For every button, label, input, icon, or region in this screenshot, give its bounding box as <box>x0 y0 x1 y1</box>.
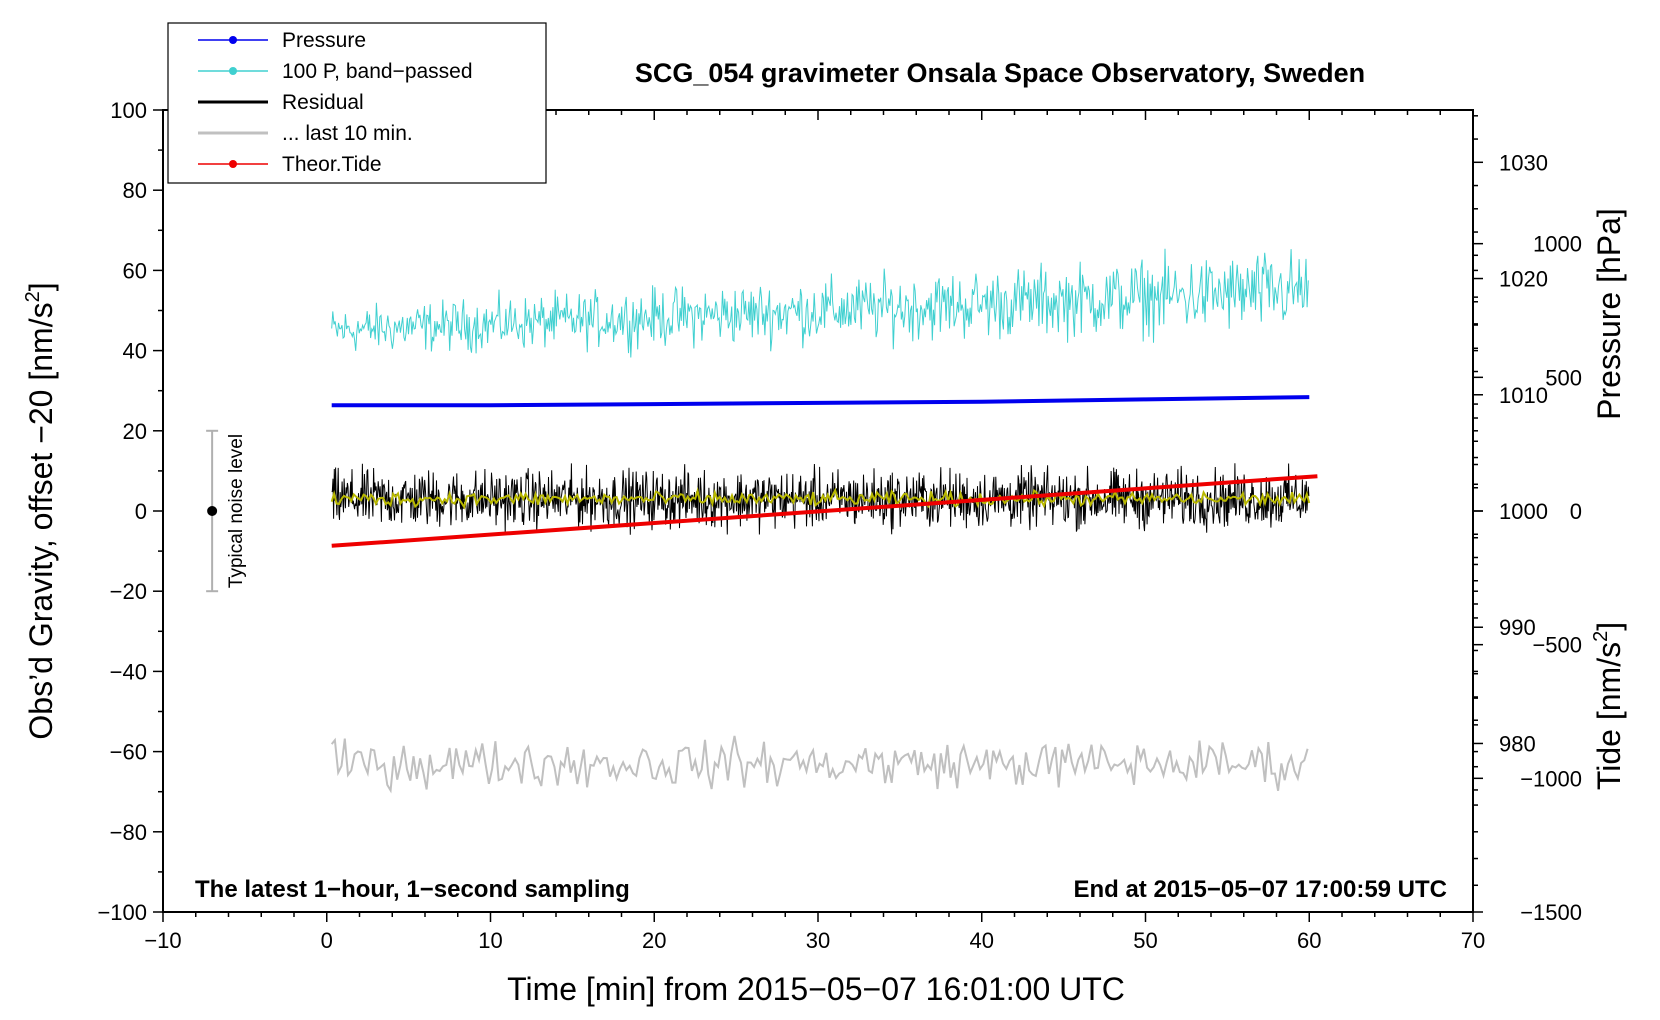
noise-level-bar <box>206 429 219 593</box>
tide-tick-label: −1000 <box>1520 766 1582 791</box>
x-axis: −10 0 10 20 30 40 50 60 70 <box>144 110 1485 953</box>
series-line-residual-smoothed <box>330 487 1311 510</box>
y-tick-label: −80 <box>110 820 147 845</box>
x-tick-label: 40 <box>970 928 994 953</box>
pressure-tick-label: 980 <box>1499 731 1536 756</box>
tide-tick-label: −1500 <box>1520 900 1582 925</box>
x-tick-label: −10 <box>144 928 181 953</box>
pressure-tick-label: 1020 <box>1499 267 1548 292</box>
x-tick-label: 20 <box>642 928 666 953</box>
legend-label: Residual <box>282 91 364 114</box>
y-tick-label: 80 <box>123 178 147 203</box>
noise-level-label: Typical noise level <box>226 434 247 588</box>
y-axis-label-tide-text: Tide [nm/s <box>1591 642 1627 790</box>
tide-tick-label: 1000 <box>1533 232 1582 257</box>
legend-item: 100 P, band−passed <box>198 60 473 83</box>
tide-axis: −1500 −1000 −500 0 500 1000 <box>1473 232 1582 925</box>
series-line-last-10-min <box>330 735 1309 794</box>
series-line-theoretical-tide <box>331 474 1318 548</box>
pressure-axis: 980 990 1000 1010 1020 1030 <box>1473 115 1548 791</box>
y-axis-label-tide-sup: 2 <box>1590 631 1612 642</box>
legend-marker <box>229 36 237 44</box>
pressure-tick-label: 1000 <box>1499 499 1548 524</box>
legend-label: 100 P, band−passed <box>282 60 473 83</box>
legend: Pressure 100 P, band−passed Residual ... la… <box>167 22 547 184</box>
y-tick-label: −20 <box>110 579 147 604</box>
tide-tick-label: −500 <box>1532 633 1582 658</box>
y-axis-label-left: Obs’d Gravity, offset −20 [nm/s2] <box>22 282 59 739</box>
y-axis-label-pressure: Pressure [hPa] <box>1591 208 1627 420</box>
y-axis-label-left-sup: 2 <box>22 291 44 302</box>
y-tick-label: 40 <box>123 339 147 364</box>
legend-label: Theor.Tide <box>282 153 382 176</box>
legend-marker <box>229 67 237 75</box>
x-tick-label: 0 <box>321 928 333 953</box>
legend-item: Theor.Tide <box>198 153 382 176</box>
y-tick-label: 60 <box>123 258 147 283</box>
x-tick-label: 70 <box>1461 928 1485 953</box>
legend-item: ... last 10 min. <box>198 122 413 145</box>
y-axis-label-tide-end: ] <box>1591 622 1627 631</box>
annotation-end-time: End at 2015−05−07 17:00:59 UTC <box>1073 876 1447 903</box>
x-tick-label: 60 <box>1297 928 1321 953</box>
y-tick-label: 20 <box>123 419 147 444</box>
x-tick-label: 10 <box>478 928 502 953</box>
tide-tick-label: 0 <box>1570 499 1582 524</box>
y-tick-label: 0 <box>135 499 147 524</box>
x-tick-label: 30 <box>806 928 830 953</box>
y-axis-label-left-text: Obs’d Gravity, offset −20 [nm/s <box>23 302 59 739</box>
legend-marker <box>229 160 237 168</box>
legend-label: ... last 10 min. <box>282 122 413 145</box>
y-tick-label: −100 <box>97 900 147 925</box>
pressure-tick-label: 1030 <box>1499 150 1548 175</box>
annotation-sampling: The latest 1−hour, 1−second sampling <box>195 876 630 903</box>
noise-level-marker <box>207 506 218 516</box>
legend-label: Pressure <box>282 29 366 52</box>
y-axis-label-left-end: ] <box>23 282 59 291</box>
y-axis-label-tide: Tide [nm/s2] <box>1590 622 1627 790</box>
pressure-tick-label: 1010 <box>1499 383 1548 408</box>
x-axis-label: Time [min] from 2015−05−07 16:01:00 UTC <box>507 971 1125 1007</box>
y-tick-label: −60 <box>110 740 147 765</box>
series-line-pressure <box>331 395 1310 408</box>
y-axis-left: −100 −80 −60 −40 −20 0 20 40 60 80 100 <box>97 98 163 925</box>
series-line-residual <box>331 463 1310 535</box>
tide-tick-label: 500 <box>1545 365 1582 390</box>
legend-item: Pressure <box>198 29 366 52</box>
y-tick-label: −40 <box>110 659 147 684</box>
series-line-pressure-bandpassed <box>331 248 1309 358</box>
x-tick-label: 50 <box>1133 928 1157 953</box>
legend-item: Residual <box>198 91 364 114</box>
y-tick-label: 100 <box>110 98 147 123</box>
pressure-tick-label: 990 <box>1499 615 1536 640</box>
chart-title: SCG_054 gravimeter Onsala Space Observat… <box>635 58 1365 88</box>
